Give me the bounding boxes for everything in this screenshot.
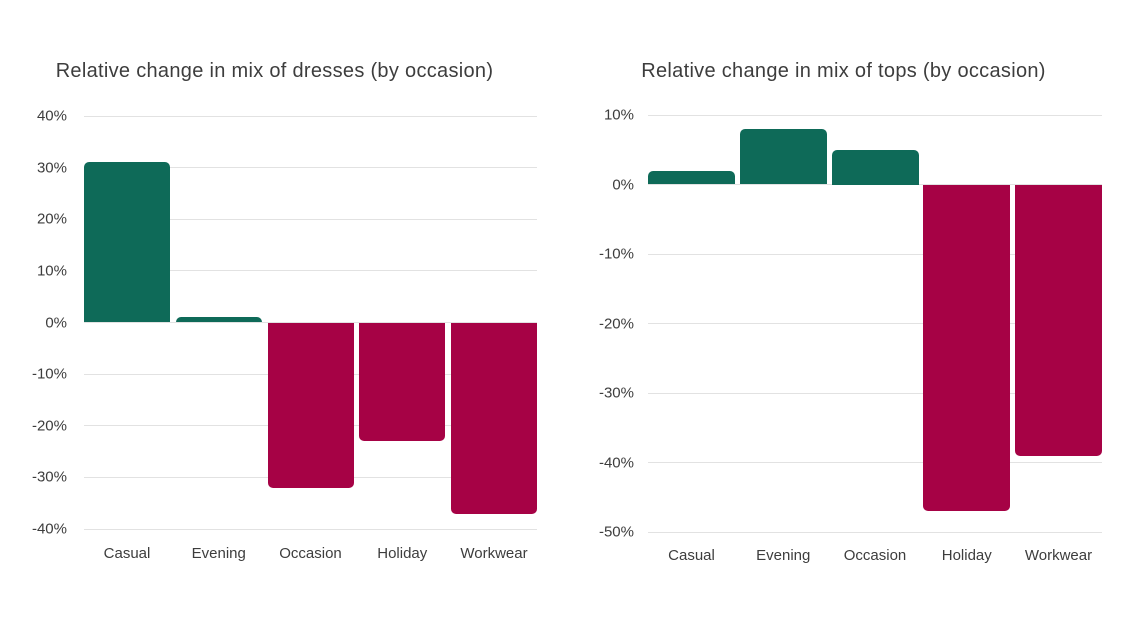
chart-tops: Relative change in mix of tops (by occas… <box>585 60 1102 580</box>
y-axis-dresses: 40% 30% 20% 10% 0% -10% -20% -30% -40% <box>12 108 67 538</box>
plot-area-tops <box>648 114 1102 533</box>
bar-evening <box>175 317 262 323</box>
y-axis-tick-label: -10% <box>598 245 634 263</box>
gridline <box>84 218 537 220</box>
y-axis-tick-label: -30% <box>31 468 67 486</box>
y-axis-tick-label: 40% <box>36 107 67 125</box>
gridline <box>84 167 537 169</box>
y-axis-tick-label: -20% <box>31 417 67 435</box>
chart-title-tops: Relative change in mix of tops (by occas… <box>641 60 1046 82</box>
bar-holiday <box>923 184 1011 512</box>
gridline <box>648 531 1102 533</box>
bar-occasion <box>267 322 354 488</box>
x-axis-category-label: Evening <box>191 545 246 562</box>
bar-casual <box>84 162 170 323</box>
gridline <box>84 270 537 272</box>
plot-area-dresses <box>84 115 537 530</box>
gridline <box>648 114 1102 116</box>
x-axis-category-label: Holiday <box>941 547 992 564</box>
x-axis-category-label: Occasion <box>843 547 907 564</box>
chart-dresses: Relative change in mix of dresses (by oc… <box>12 60 537 580</box>
gridline <box>648 253 1102 255</box>
y-axis-tick-label: -40% <box>31 520 67 538</box>
y-axis-tick-label: 10% <box>603 106 634 124</box>
gridline <box>648 184 1102 185</box>
y-axis-tick-label: -20% <box>598 315 634 332</box>
y-axis-tick-label: -40% <box>598 454 634 471</box>
chart-title-dresses: Relative change in mix of dresses (by oc… <box>55 60 494 82</box>
x-axis-category-label: Workwear <box>1024 547 1093 564</box>
x-axis-category-label: Casual <box>103 545 151 562</box>
y-axis-tick-label: -30% <box>598 384 634 402</box>
bar-workwear <box>1015 184 1102 456</box>
bar-holiday <box>359 322 446 442</box>
bar-evening <box>739 128 827 185</box>
y-axis-tick-label: 20% <box>36 210 67 228</box>
bar-workwear <box>451 322 537 514</box>
y-axis-tops: 10% 0% -10% -20% -30% -40% -50% <box>585 107 634 541</box>
y-axis-tick-label: 0% <box>612 176 634 193</box>
y-axis-tick-label: 0% <box>45 314 67 331</box>
gridline <box>648 392 1102 394</box>
y-axis-tick-label: 10% <box>36 262 67 280</box>
x-axis-category-label: Evening <box>756 547 811 564</box>
gridline <box>648 323 1102 324</box>
bar-occasion <box>831 149 919 185</box>
gridline <box>84 115 537 117</box>
y-axis-tick-label: -10% <box>31 365 67 383</box>
gridline <box>648 462 1102 463</box>
x-axis-category-label: Casual <box>668 547 715 564</box>
x-axis-category-label: Workwear <box>460 545 528 562</box>
gridline <box>84 528 537 530</box>
x-axis-tops: Casual Evening Occasion Holiday Workwear <box>648 547 1102 567</box>
x-axis-category-label: Occasion <box>279 545 342 562</box>
x-axis-category-label: Holiday <box>377 545 428 562</box>
y-axis-tick-label: -50% <box>598 523 634 541</box>
bar-casual <box>648 170 735 185</box>
y-axis-tick-label: 30% <box>36 159 67 177</box>
x-axis-dresses: Casual Evening Occasion Holiday Workwear <box>84 545 537 565</box>
